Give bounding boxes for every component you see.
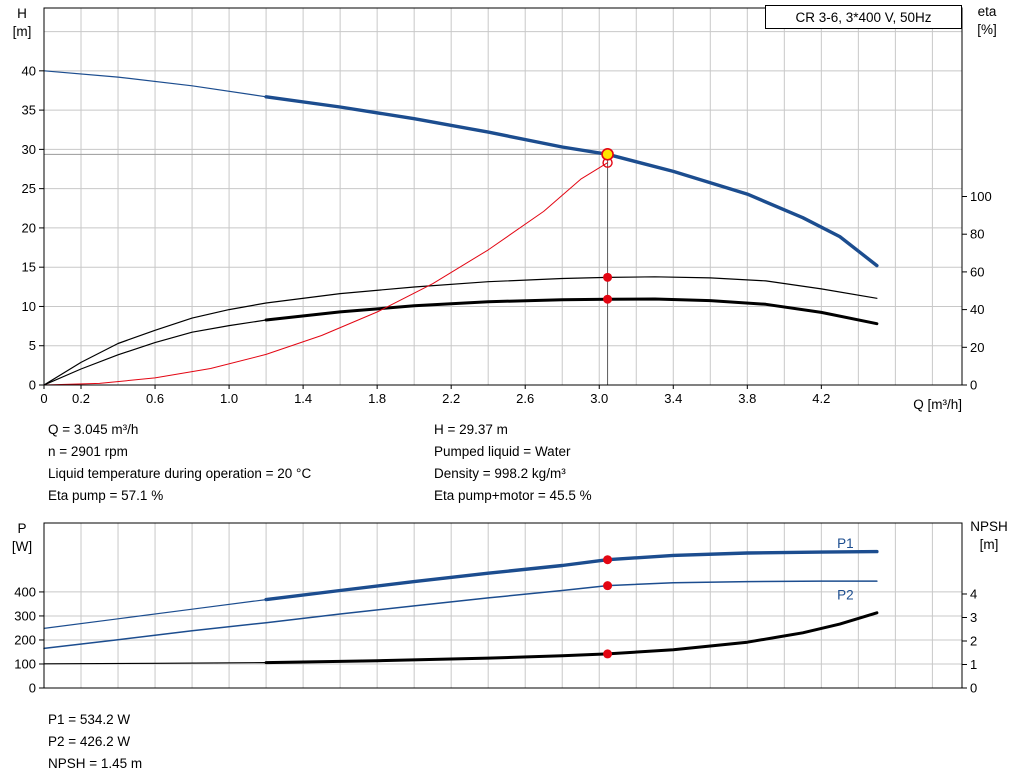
- readout-eta-pump-motor: Eta pump+motor = 45.5 %: [434, 488, 592, 503]
- curve-p2: [43, 580, 878, 650]
- right-tick-label: 3: [970, 610, 977, 625]
- operating-value-dot: [603, 581, 613, 591]
- npsh-axis-symbol: NPSH: [970, 519, 1008, 534]
- readout-eta-pump: Eta pump = 57.1 %: [48, 488, 164, 503]
- eta-axis-unit: [%]: [977, 22, 997, 37]
- curve-npsh-low-flow: [43, 661, 267, 665]
- readout-pumped-liquid: Pumped liquid = Water: [434, 444, 571, 459]
- x-tick-label: 0: [40, 391, 47, 406]
- curve-duty-parabola: [43, 162, 609, 386]
- p-axis-symbol: P: [17, 521, 27, 536]
- right-tick-label: 4: [970, 586, 977, 601]
- h-axis-label: H [m]: [0, 5, 44, 41]
- readout-p2: P2 = 426.2 W: [48, 734, 131, 749]
- series-label-p1: P1: [837, 536, 854, 551]
- npsh-axis-unit: [m]: [979, 537, 999, 552]
- operating-value-dot: [603, 272, 613, 282]
- right-tick-label: 2: [970, 633, 977, 648]
- readout-speed: n = 2901 rpm: [48, 444, 128, 459]
- x-tick-label: 3.4: [664, 391, 682, 406]
- h-axis-unit: [m]: [12, 24, 32, 39]
- curve-eta-pump: [43, 276, 878, 386]
- curve-head-low-flow: [43, 70, 267, 98]
- x-tick-label: 1.4: [294, 391, 312, 406]
- left-tick-label: 100: [14, 656, 36, 671]
- left-tick-label: 30: [22, 142, 36, 157]
- eta-axis-label: eta [%]: [962, 3, 1012, 39]
- p-axis-unit: [W]: [11, 539, 33, 554]
- readout-npsh: NPSH = 1.45 m: [48, 756, 143, 771]
- x-tick-label: 2.6: [516, 391, 534, 406]
- duty-readouts-right: H = 29.37 m Pumped liquid = Water Densit…: [434, 419, 592, 507]
- x-tick-label: 4.2: [812, 391, 830, 406]
- right-tick-label: 0: [970, 681, 977, 696]
- right-tick-label: 100: [970, 189, 992, 204]
- gridlines: [44, 8, 962, 385]
- chart-qh-eta: 0 5 10 15 20 25 30 35 40 0 20 40 60 80 100 0 0.2 0.6 1.0 1.…: [22, 7, 992, 406]
- curve-npsh: [264, 611, 879, 665]
- curve-eta-pump-motor-low-flow: [43, 319, 267, 386]
- x-tick-label: 2.2: [442, 391, 460, 406]
- right-tick-label: 20: [970, 340, 984, 355]
- left-tick-label: 300: [14, 608, 36, 623]
- left-tick-label: 0: [29, 681, 36, 696]
- readout-head: H = 29.37 m: [434, 422, 508, 437]
- duty-readouts-left: Q = 3.045 m³/h n = 2901 rpm Liquid tempe…: [48, 419, 311, 507]
- right-tick-label: 60: [970, 264, 984, 279]
- npsh-axis-label: NPSH [m]: [956, 518, 1022, 554]
- left-tick-label: 0: [29, 378, 36, 393]
- left-tick-label: 40: [22, 63, 36, 78]
- curve-head: [264, 95, 879, 268]
- duty-point-marker[interactable]: [601, 148, 614, 161]
- p-axis-label: P [W]: [0, 520, 44, 556]
- readout-p1: P1 = 534.2 W: [48, 712, 131, 727]
- right-tick-label: 1: [970, 657, 977, 672]
- h-axis-symbol: H: [17, 6, 27, 21]
- x-tick-label: 1.8: [368, 391, 386, 406]
- readout-liquid-temperature: Liquid temperature during operation = 20…: [48, 466, 312, 481]
- x-tick-label: 3.0: [590, 391, 608, 406]
- chart-power-npsh: 0 100 200 300 400 0 1 2 3 4 P1 P2: [14, 522, 977, 696]
- axis-ticks: 0 100 200 300 400 0 1 2 3 4: [14, 584, 977, 695]
- right-tick-label: 80: [970, 227, 984, 242]
- readout-flow: Q = 3.045 m³/h: [48, 422, 139, 437]
- x-tick-label: 0.6: [146, 391, 164, 406]
- pump-title-box: CR 3-6, 3*400 V, 50Hz: [765, 5, 962, 29]
- x-tick-label: 0.2: [72, 391, 90, 406]
- q-axis-label: Q [m³/h]: [913, 397, 962, 412]
- axis-ticks: 0 5 10 15 20 25 30 35 40 0 20 40 60 80 100 0 0.2 0.6 1.0 1.…: [22, 63, 992, 406]
- left-tick-label: 25: [22, 181, 36, 196]
- curve-p1: [264, 549, 879, 602]
- plot-frame: [43, 7, 963, 386]
- left-tick-label: 200: [14, 632, 36, 647]
- left-tick-label: 35: [22, 103, 36, 118]
- plot-frame: [43, 522, 963, 689]
- eta-axis-symbol: eta: [977, 4, 997, 19]
- left-tick-label: 15: [22, 260, 36, 275]
- left-tick-label: 20: [22, 220, 36, 235]
- left-tick-label: 5: [29, 338, 36, 353]
- x-tick-label: 1.0: [220, 391, 238, 406]
- left-tick-label: 10: [22, 299, 36, 314]
- operating-value-dot: [603, 555, 613, 565]
- right-tick-label: 40: [970, 302, 984, 317]
- readout-density: Density = 998.2 kg/m³: [434, 466, 566, 481]
- right-tick-label: 0: [970, 378, 977, 393]
- power-readouts: P1 = 534.2 W P2 = 426.2 W NPSH = 1.45 m: [48, 709, 142, 775]
- left-tick-label: 400: [14, 584, 36, 599]
- curve-p1-low-flow: [43, 598, 267, 630]
- operating-value-dot: [603, 294, 613, 304]
- operating-value-dot: [603, 649, 613, 659]
- x-tick-label: 3.8: [738, 391, 756, 406]
- series-label-p2: P2: [837, 588, 854, 603]
